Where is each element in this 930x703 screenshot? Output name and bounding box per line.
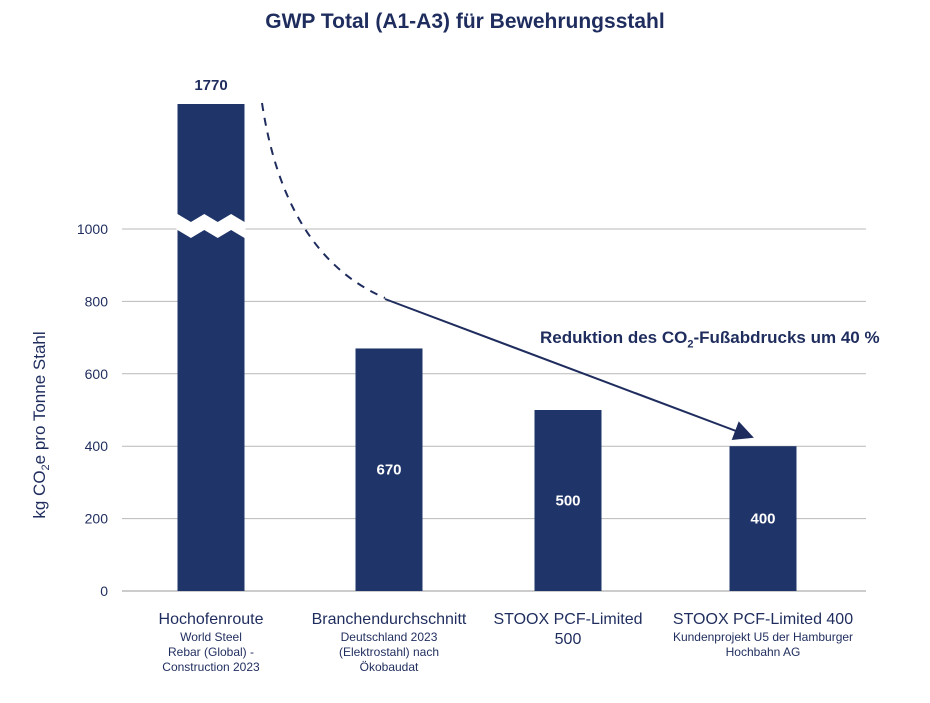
y-tick-label: 200 — [85, 511, 109, 527]
category-sublabel: Rebar (Global) - — [167, 645, 255, 659]
chart-title: GWP Total (A1-A3) für Bewehrungsstahl — [265, 10, 665, 33]
axis-break-mark — [176, 214, 246, 238]
category-name: STOOX PCF-Limited 400 — [672, 611, 854, 628]
category-name: STOOX PCF-Limited — [493, 611, 643, 628]
y-tick-label: 400 — [85, 438, 109, 454]
category-sublabel: Ökobaudat — [359, 660, 419, 674]
category-label: STOOX PCF-Limited 400 Kundenprojekt U5 de… — [653, 610, 873, 660]
y-tick-label: 600 — [85, 366, 109, 382]
category-label: Branchendurchschnitt Deutschland 2023 (Ele… — [279, 610, 499, 675]
reduction-annotation: Reduktion des CO2-Fußabdrucks um 40 % — [540, 328, 880, 351]
category-sublabel: World Steel — [180, 630, 242, 644]
dashed-trend-curve — [261, 102, 386, 299]
data-label: 670 — [376, 462, 401, 479]
category-sublabel: Hochbahn AG — [725, 645, 801, 659]
category-sublabel: Deutschland 2023 — [340, 630, 438, 644]
category-label: STOOX PCF-Limited 500 — [458, 610, 678, 650]
category-name: Branchendurchschnitt — [311, 611, 467, 628]
bar — [729, 446, 797, 591]
y-tick-label: 1000 — [77, 221, 108, 237]
category-name-line2: 500 — [554, 631, 582, 648]
y-tick-label: 800 — [85, 293, 109, 309]
category-label: Hochofenroute World Steel Rebar (Global) -… — [101, 610, 321, 675]
bar — [177, 104, 245, 591]
data-label: 1770 — [194, 77, 227, 94]
category-sublabel: (Elektrostahl) nach — [338, 645, 440, 659]
category-sublabel: Construction 2023 — [162, 660, 260, 674]
category-name: Hochofenroute — [158, 611, 264, 628]
data-label: 500 — [555, 493, 580, 510]
y-tick-label: 0 — [100, 583, 108, 599]
bar — [534, 410, 602, 591]
category-sublabel: Kundenprojekt U5 der Hamburger — [672, 630, 854, 644]
data-label: 400 — [750, 511, 775, 528]
reduction-arrow — [384, 298, 754, 441]
bar — [355, 348, 423, 591]
